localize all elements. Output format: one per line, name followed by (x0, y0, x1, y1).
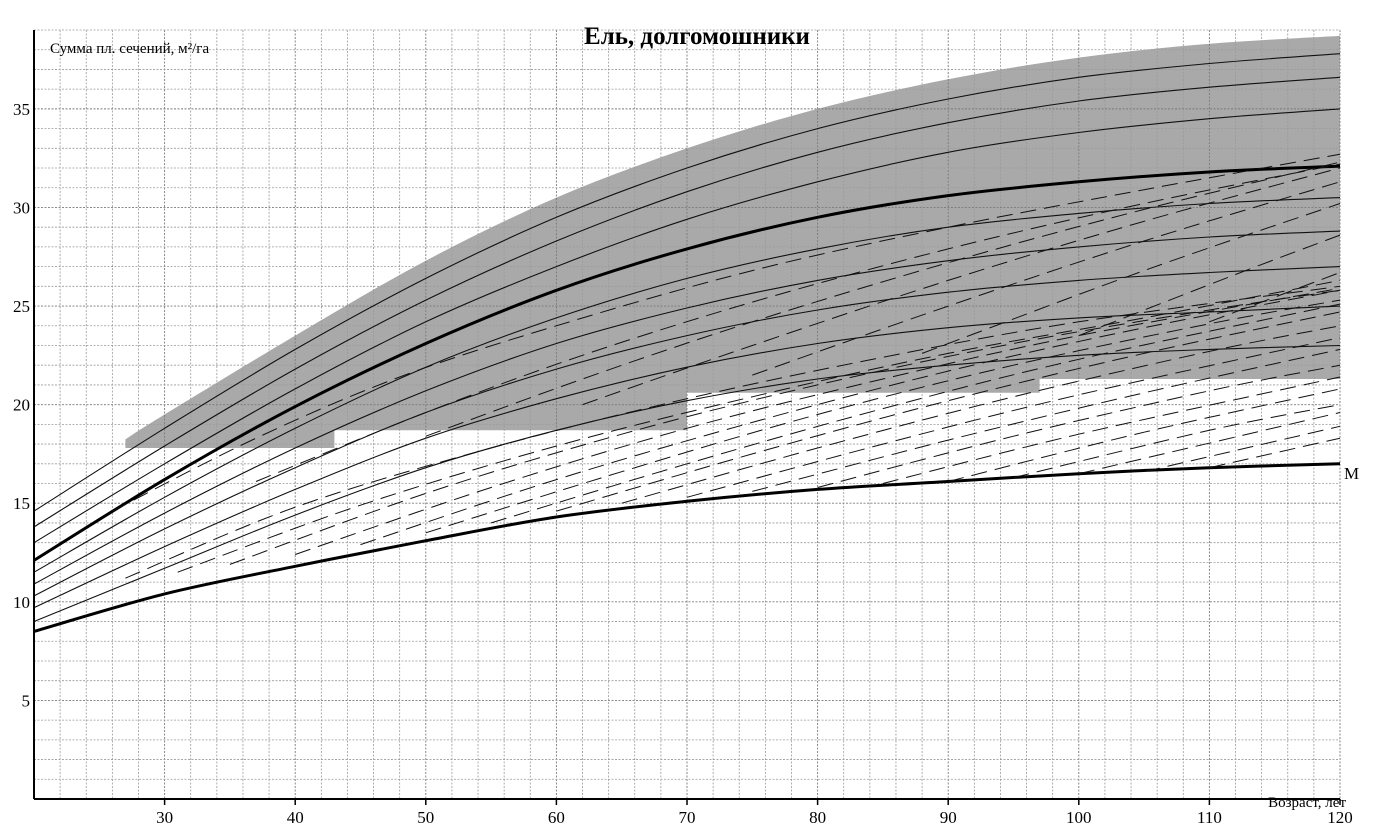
series-line-6 (33, 266, 1341, 597)
series-group (33, 53, 1341, 633)
series-line-dashed-13 (295, 287, 1341, 555)
x-tick-label: 70 (679, 808, 696, 827)
series-line-dashed-18 (621, 325, 1341, 504)
series-line-dashed-16 (490, 303, 1341, 524)
y-tick-label: 15 (13, 494, 30, 513)
y-tick-label: 10 (13, 593, 30, 612)
series-line-dashed-34 (1078, 234, 1341, 337)
x-tick-label: 120 (1327, 808, 1353, 827)
series-line-dashed-19 (686, 337, 1341, 498)
y-tick-label: 20 (13, 396, 30, 415)
chart-title: Ель, долгомошники (584, 23, 810, 50)
series-line-dashed-32 (752, 181, 1341, 376)
y-axis-title: Сумма пл. сечений, м²/га (50, 41, 209, 57)
series-line-dashed-22 (882, 376, 1341, 484)
series-line-dashed-23 (948, 388, 1341, 482)
x-tick-label: 30 (156, 808, 173, 827)
series-line-dashed-29 (255, 163, 1341, 482)
x-tick-label: 100 (1066, 808, 1092, 827)
x-tick-label: 60 (548, 808, 565, 827)
y-tick-label: 35 (13, 100, 30, 119)
series-line-dashed-17 (556, 311, 1341, 512)
x-tick-label: 110 (1197, 808, 1222, 827)
series-line-dashed-27 (1209, 437, 1341, 469)
series-line-0 (33, 53, 1341, 512)
series-line-dashed-30 (425, 161, 1341, 437)
series-line-dashed-24 (1013, 404, 1341, 479)
series-line-dashed-15 (425, 299, 1341, 534)
series-line-2 (33, 108, 1341, 544)
y-tick-label: 30 (13, 198, 30, 217)
series-line-dashed-33 (921, 203, 1341, 354)
y-tick-label: 25 (13, 297, 30, 316)
x-tick-label: 50 (417, 808, 434, 827)
series-line-dashed-25 (1078, 412, 1341, 475)
series-line-5 (33, 230, 1341, 585)
x-tick-label: 80 (809, 808, 826, 827)
series-line-thick-3 (33, 164, 1341, 562)
x-axis-title: Возраст, лет (1268, 795, 1346, 811)
x-tick-label: 40 (287, 808, 304, 827)
annotation-m: М (1344, 464, 1359, 483)
tick-labels: 30 40 50 60 70 80 90 100 110 120 5 10 15 20 25 30 35 (13, 100, 1353, 827)
series-line-dashed-20 (752, 348, 1341, 492)
reference-band (125, 35, 1340, 449)
series-line-dashed-31 (582, 167, 1341, 406)
series-line-dashed-14 (360, 289, 1341, 546)
series-line-thick-9 (33, 462, 1341, 633)
series-line-dashed-28 (112, 153, 1341, 512)
series-line-1 (33, 76, 1341, 528)
series-line-dashed-11 (177, 279, 1341, 573)
reference-band-area (125, 35, 1340, 449)
x-tick-label: 90 (940, 808, 957, 827)
series-line-8 (33, 344, 1341, 623)
series-line-dashed-12 (229, 289, 1341, 565)
series-line-dashed-26 (1143, 425, 1341, 473)
series-line-dashed-21 (817, 364, 1341, 488)
series-line-7 (33, 305, 1341, 609)
y-tick-label: 5 (22, 691, 31, 710)
